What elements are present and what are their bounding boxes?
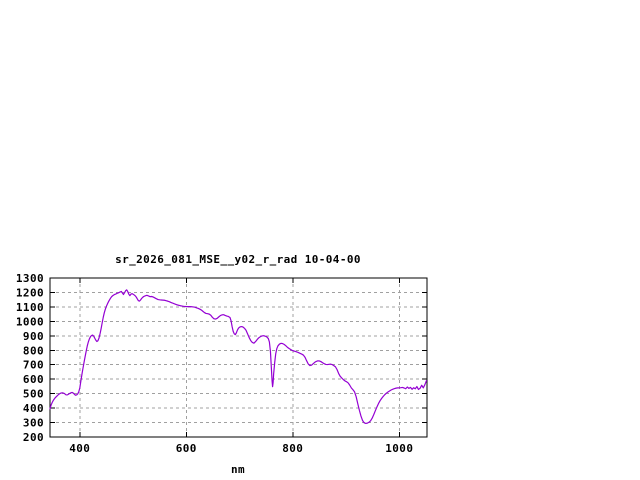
x-tick-label: 600 [176,442,197,455]
y-tick-label: 500 [23,388,44,401]
y-tick-label: 600 [23,373,44,386]
x-tick-label: 400 [69,442,90,455]
x-tick-label: 800 [282,442,303,455]
y-tick-label: 300 [23,417,44,430]
axis-ticks [50,277,427,438]
plot-frame [49,277,428,438]
y-tick-label: 900 [23,330,44,343]
spectrum-line [49,289,428,425]
chart-title: sr_2026_081_MSE__y02_r_rad 10-04-00 [115,253,361,266]
x-tick-label: 1000 [385,442,413,455]
y-tick-label: 1100 [16,301,44,314]
plot-border [49,277,428,438]
y-tick-label: 200 [23,431,44,444]
y-tick-label: 800 [23,344,44,357]
grid-lines [50,278,427,437]
y-tick-label: 1300 [16,272,44,285]
tick-labels: 2003004005006007008009001000110012001300… [16,272,413,455]
x-axis-label: nm [231,463,245,476]
y-tick-label: 1200 [16,286,44,299]
y-tick-label: 1000 [16,315,44,328]
y-tick-label: 700 [23,359,44,372]
radiance-curve [49,289,428,425]
y-tick-label: 400 [23,402,44,415]
